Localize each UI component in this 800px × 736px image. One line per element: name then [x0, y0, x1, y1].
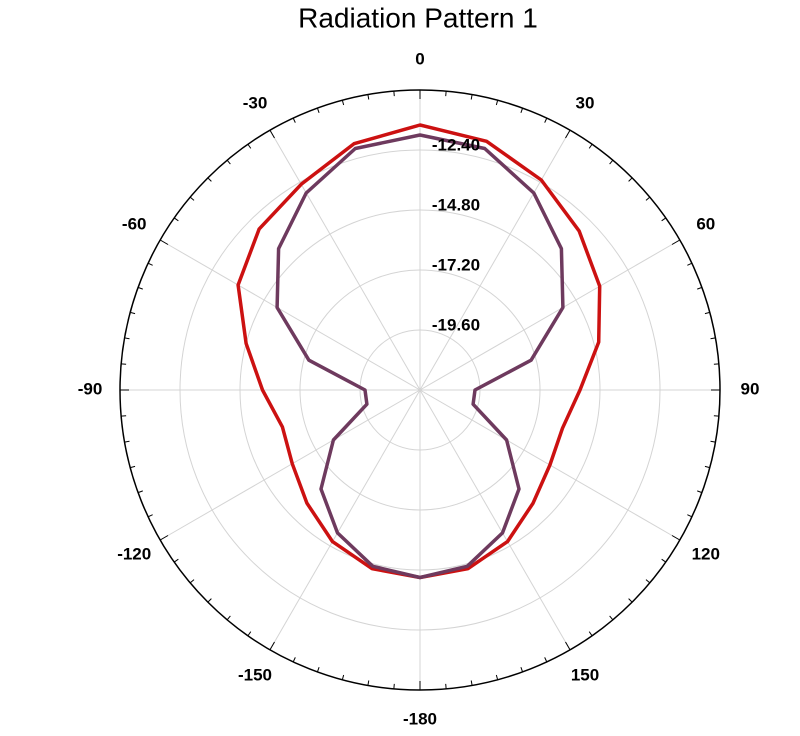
minor-tick: [159, 535, 169, 541]
grid-spoke: [269, 129, 421, 391]
minor-tick: [189, 579, 195, 584]
minor-tick: [147, 262, 153, 266]
minor-tick: [292, 657, 296, 663]
angle-tick-label: 90: [741, 379, 760, 398]
minor-tick: [609, 615, 614, 621]
minor-tick: [130, 465, 136, 469]
minor-tick: [495, 674, 499, 680]
minor-tick: [520, 667, 524, 673]
minor-tick: [137, 286, 143, 290]
minor-tick: [565, 641, 571, 651]
chart-title: Radiation Pattern 1: [298, 2, 538, 33]
minor-tick: [269, 641, 275, 651]
minor-tick: [367, 680, 370, 686]
grid-spoke: [419, 129, 571, 391]
minor-tick: [704, 311, 710, 315]
minor-tick: [697, 490, 703, 494]
minor-tick: [130, 311, 136, 315]
minor-tick: [269, 129, 275, 139]
angle-tick-label: -60: [122, 214, 147, 233]
grid-spoke: [419, 239, 681, 391]
series-line: [275, 133, 565, 580]
minor-tick: [628, 598, 633, 603]
minor-tick: [687, 514, 693, 518]
minor-tick: [247, 143, 252, 149]
minor-tick: [671, 239, 681, 245]
minor-tick: [207, 177, 212, 182]
radial-tick-label: -19.60: [432, 315, 480, 334]
minor-tick: [520, 107, 524, 113]
angle-tick-label: 60: [696, 214, 715, 233]
minor-tick: [661, 558, 667, 563]
minor-tick: [124, 440, 130, 443]
minor-tick: [661, 217, 667, 222]
minor-tick: [565, 129, 571, 139]
minor-tick: [710, 440, 716, 443]
minor-tick: [159, 239, 169, 245]
radial-tick-label: -12.40: [432, 135, 480, 154]
minor-tick: [544, 117, 548, 123]
grid-spoke: [419, 389, 571, 651]
minor-tick: [609, 159, 614, 165]
minor-tick: [341, 674, 345, 680]
radial-tick-label: -14.80: [432, 195, 480, 214]
minor-tick: [189, 196, 195, 201]
minor-tick: [645, 579, 651, 584]
minor-tick: [173, 558, 179, 563]
angle-tick-label: 0: [415, 49, 424, 68]
minor-tick: [544, 657, 548, 663]
minor-tick: [687, 262, 693, 266]
angle-tick-label: -90: [78, 379, 103, 398]
minor-tick: [628, 177, 633, 182]
angle-tick-label: 120: [692, 544, 720, 563]
minor-tick: [292, 117, 296, 123]
minor-tick: [137, 490, 143, 494]
minor-tick: [470, 680, 473, 686]
minor-tick: [645, 196, 651, 201]
minor-tick: [316, 107, 320, 113]
angle-tick-label: -180: [403, 709, 437, 728]
angle-tick-label: -120: [117, 544, 151, 563]
minor-tick: [226, 615, 231, 621]
minor-tick: [367, 94, 370, 100]
minor-tick: [173, 217, 179, 222]
angle-tick-label: 150: [571, 665, 599, 684]
minor-tick: [124, 337, 130, 340]
minor-tick: [588, 631, 593, 637]
angle-tick-label: -150: [238, 665, 272, 684]
radial-tick-label: -17.20: [432, 255, 480, 274]
grid-spoke: [159, 389, 421, 541]
minor-tick: [588, 143, 593, 149]
grid-spoke: [269, 389, 421, 651]
minor-tick: [341, 100, 345, 106]
minor-tick: [495, 100, 499, 106]
minor-tick: [226, 159, 231, 165]
minor-tick: [710, 337, 716, 340]
minor-tick: [247, 631, 252, 637]
angle-tick-label: 30: [576, 94, 595, 113]
minor-tick: [704, 465, 710, 469]
minor-tick: [207, 598, 212, 603]
minor-tick: [470, 94, 473, 100]
grid-spoke: [159, 239, 421, 391]
minor-tick: [316, 667, 320, 673]
angle-tick-label: -30: [243, 94, 268, 113]
minor-tick: [147, 514, 153, 518]
minor-tick: [671, 535, 681, 541]
minor-tick: [697, 286, 703, 290]
